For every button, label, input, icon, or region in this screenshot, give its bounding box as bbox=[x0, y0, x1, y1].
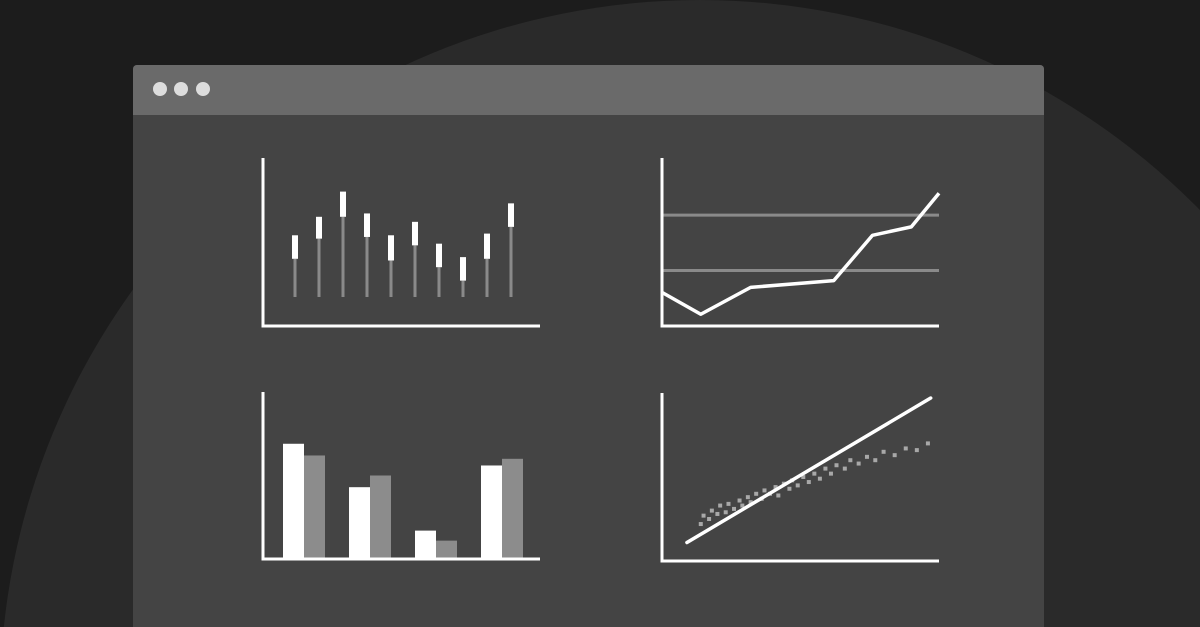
scatter-point bbox=[823, 466, 828, 471]
scatter-point bbox=[914, 448, 919, 453]
scatter-point bbox=[698, 522, 703, 527]
bar bbox=[349, 487, 370, 559]
range-bar bbox=[292, 235, 298, 259]
scatter-point bbox=[817, 476, 822, 481]
window-dot bbox=[174, 82, 188, 96]
window-dot bbox=[196, 82, 210, 96]
bar bbox=[436, 540, 457, 559]
scatter-point bbox=[801, 475, 806, 479]
scatter-point bbox=[748, 500, 753, 505]
range-bar bbox=[340, 191, 346, 217]
scatter-point bbox=[864, 454, 869, 459]
scatter-point bbox=[806, 480, 811, 485]
scatter-point bbox=[834, 463, 839, 468]
scatter-point bbox=[892, 453, 897, 458]
bar bbox=[481, 465, 502, 559]
window-dot bbox=[153, 82, 167, 96]
axis bbox=[261, 158, 540, 328]
scatter-point bbox=[812, 471, 817, 476]
scatter-point bbox=[715, 511, 720, 516]
range-bar bbox=[508, 203, 514, 227]
browser-window bbox=[133, 65, 1044, 627]
axis bbox=[660, 393, 939, 563]
range-bar bbox=[436, 243, 442, 268]
scatter-point bbox=[732, 506, 737, 511]
range-bar bbox=[412, 221, 418, 246]
bar bbox=[502, 458, 523, 559]
scatter-point bbox=[737, 498, 742, 503]
scatter-point bbox=[795, 483, 800, 488]
axis bbox=[660, 158, 939, 328]
range-bar bbox=[364, 213, 370, 237]
scatter-point bbox=[707, 517, 712, 521]
bar bbox=[370, 475, 391, 559]
range-bar bbox=[316, 216, 322, 239]
scatter-point bbox=[723, 510, 728, 515]
scatter-point bbox=[842, 466, 847, 471]
scatter-point bbox=[848, 458, 853, 463]
scatter-point bbox=[745, 495, 750, 500]
scatter-point bbox=[828, 471, 833, 476]
trend-line bbox=[685, 396, 933, 545]
range-bar bbox=[388, 235, 394, 261]
scatter-point bbox=[740, 503, 745, 508]
axis bbox=[261, 392, 540, 561]
scatter-point bbox=[754, 491, 759, 496]
scatter-point bbox=[776, 493, 781, 498]
scatter-point bbox=[787, 486, 792, 491]
scatter-point bbox=[925, 441, 930, 446]
scatter-point bbox=[773, 485, 778, 490]
charts bbox=[261, 158, 941, 563]
bar bbox=[304, 455, 325, 559]
scatter-point bbox=[726, 501, 731, 506]
bar bbox=[415, 530, 436, 559]
data-line bbox=[661, 192, 941, 316]
scatter-point bbox=[718, 503, 723, 508]
title-bar bbox=[133, 65, 1044, 115]
scatter-point bbox=[709, 508, 714, 513]
range-bar bbox=[460, 257, 466, 281]
scatter-point bbox=[873, 458, 878, 463]
scatter-point bbox=[762, 488, 767, 493]
range-bar bbox=[484, 233, 490, 259]
bar bbox=[283, 443, 304, 559]
scatter-point bbox=[701, 513, 706, 518]
scatter-point bbox=[881, 449, 886, 454]
scatter-point bbox=[856, 461, 861, 466]
scatter-point bbox=[903, 446, 908, 451]
